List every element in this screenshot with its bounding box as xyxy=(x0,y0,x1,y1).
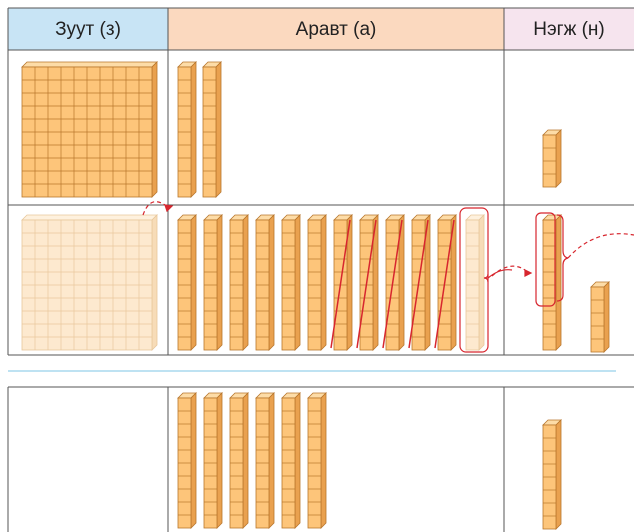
block-part xyxy=(190,61,197,198)
block-part xyxy=(190,392,197,529)
block-part xyxy=(151,214,158,351)
table-lines xyxy=(7,7,634,532)
block-part xyxy=(216,392,223,529)
block-part xyxy=(268,214,275,351)
block-part xyxy=(216,214,223,351)
block-part xyxy=(478,214,485,351)
header-cell xyxy=(168,8,504,50)
block-part xyxy=(151,61,158,198)
block-part xyxy=(242,392,249,529)
block-part xyxy=(330,219,351,349)
block-part xyxy=(382,219,403,349)
block-part xyxy=(268,392,275,529)
header-label: Нэгж (н) xyxy=(533,19,604,40)
header-cell xyxy=(8,8,168,50)
block-part xyxy=(294,392,301,529)
header-label: Аравт (а) xyxy=(296,19,377,40)
header-label: Зуут (з) xyxy=(55,19,121,40)
block-part xyxy=(21,214,158,221)
block-part xyxy=(320,214,327,351)
block-part xyxy=(294,214,301,351)
block-part xyxy=(555,129,562,188)
block-part xyxy=(215,61,222,198)
header-cell xyxy=(504,8,634,50)
block-part xyxy=(408,219,429,349)
block-part xyxy=(190,214,197,351)
block-part xyxy=(356,219,377,349)
block-part xyxy=(555,419,562,530)
block-part xyxy=(555,214,562,351)
annotations xyxy=(142,201,634,353)
block-part xyxy=(320,392,327,529)
blocks xyxy=(21,61,610,530)
block-part xyxy=(590,286,605,353)
block-part xyxy=(21,61,158,68)
block-part xyxy=(603,281,610,353)
block-part xyxy=(242,214,249,351)
block-part xyxy=(434,219,455,349)
